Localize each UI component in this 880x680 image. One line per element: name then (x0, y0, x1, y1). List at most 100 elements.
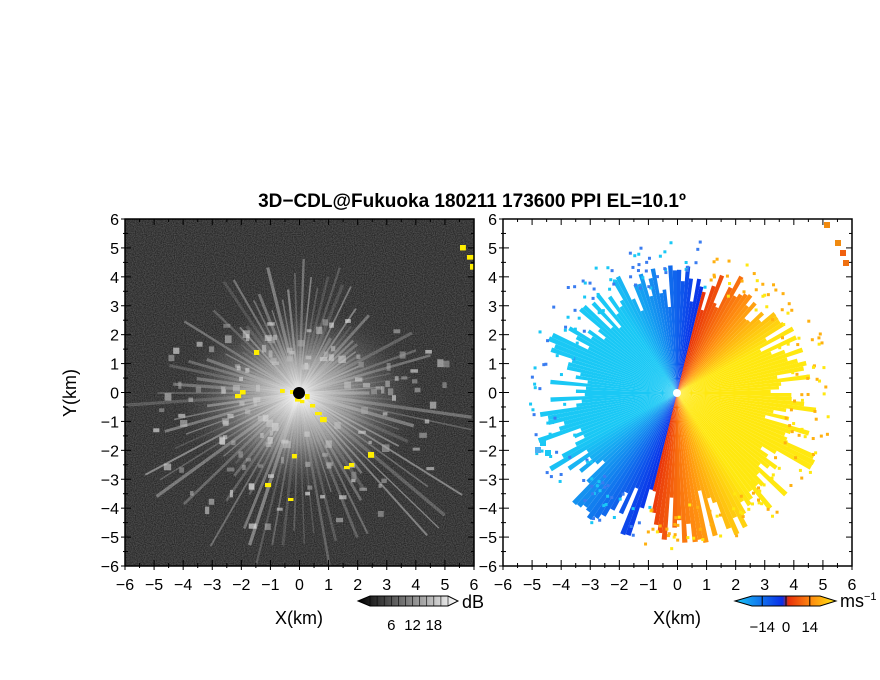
velocity-speckle (696, 247, 700, 251)
velocity-speckle (601, 481, 605, 485)
velocity-wedge (677, 393, 763, 450)
velocity-speckle (582, 329, 586, 333)
velocity-speckle (757, 501, 761, 505)
velocity-wedge (677, 393, 753, 493)
velocity-speckle (586, 460, 590, 464)
velocity-wedge (587, 329, 677, 393)
velocity-colorbar: ms−1 −14 0 14 (733, 591, 877, 636)
velocity-speckle-pixels (529, 222, 849, 551)
velocity-speckle (814, 451, 818, 455)
velocity-speckle (637, 252, 641, 256)
velocity-speckle (602, 504, 606, 508)
velocity-speckle (638, 286, 642, 290)
velocity-wedge (677, 278, 694, 393)
velocity-wedge (653, 393, 677, 526)
velocity-wedge (584, 393, 677, 397)
velocity-wedge (677, 393, 788, 442)
velocity-speckle (549, 454, 553, 458)
velocity-wedge (571, 359, 677, 393)
velocity-speckle (818, 379, 822, 383)
velocity-wedge (677, 393, 760, 476)
velocity-speckle (753, 483, 757, 487)
velocity-speckle (544, 362, 548, 366)
velocity-speckle (787, 444, 791, 448)
velocity-speckle (631, 533, 635, 537)
reflectivity-blotch (359, 487, 367, 491)
velocity-wedge (677, 366, 805, 393)
y-tick-label: 0 (488, 386, 497, 403)
velocity-speckle (797, 433, 801, 437)
velocity-speckle (604, 503, 608, 507)
reflectivity-high-echo-pixel (290, 390, 296, 394)
velocity-speckle (533, 386, 537, 390)
velocity-y-tick-labels: 6 5 4 3 2 1 0 −1 −2 −3 −4 −5 −6 (479, 212, 497, 576)
x-tick-label: −5 (523, 577, 541, 594)
velocity-speckle (815, 377, 819, 381)
velocity-tick-marks (499, 218, 853, 570)
velocity-speckle (780, 336, 784, 340)
velocity-speckle (540, 449, 544, 453)
velocity-speckle (651, 527, 655, 531)
velocity-wedge (677, 393, 732, 530)
velocity-speckle (577, 316, 581, 320)
reflectivity-blotch (378, 483, 382, 488)
reflectivity-high-echo-pixel (315, 412, 322, 416)
velocity-speckle (818, 332, 822, 336)
x-tick-label: −4 (552, 577, 570, 594)
reflectivity-blotch (178, 381, 182, 389)
velocity-speckle (598, 489, 602, 493)
velocity-speckle (732, 507, 736, 511)
velocity-speckle (590, 477, 594, 481)
velocity-speckle (568, 455, 572, 459)
reflectivity-blotch (248, 523, 257, 529)
velocity-wedge (625, 393, 677, 537)
velocity-speckle (663, 267, 667, 271)
velocity-wedge (672, 270, 677, 393)
velocity-speckle (826, 415, 830, 419)
velocity-speckle (606, 484, 610, 488)
velocity-wedge (573, 393, 677, 439)
velocity-speckle (673, 523, 677, 527)
reflectivity-blotch (173, 347, 180, 354)
velocity-wedge (547, 393, 677, 421)
velocity-speckle (665, 527, 669, 531)
velocity-wedge (668, 265, 677, 393)
x-tick-label: 5 (440, 577, 449, 594)
velocity-speckle (647, 256, 651, 260)
velocity-speckle (709, 523, 713, 527)
x-tick-label: −3 (203, 577, 221, 594)
velocity-wedge (677, 360, 807, 393)
y-tick-label: 4 (110, 270, 119, 287)
velocity-wedge (567, 361, 677, 393)
y-tick-label: −5 (479, 530, 497, 547)
velocity-speckle (754, 288, 758, 292)
velocity-speckle (766, 293, 770, 297)
velocity-speckle (800, 393, 804, 397)
velocity-speckle (822, 366, 826, 370)
velocity-speckle (637, 263, 641, 267)
velocity-wedge (677, 285, 716, 393)
velocity-wedge (677, 281, 685, 393)
velocity-speckle (606, 266, 610, 270)
velocity-wedge (639, 393, 677, 509)
reflectivity-high-echo-pixels (235, 245, 474, 502)
velocity-wedge (677, 393, 786, 437)
velocity-speckle (676, 538, 680, 542)
velocity-speckle (761, 294, 765, 298)
velocity-wedge (610, 393, 677, 511)
velocity-wedge (677, 301, 757, 393)
velocity-wedge (638, 273, 677, 393)
velocity-x-axis-label: X(km) (653, 608, 701, 628)
velocity-wedge (587, 380, 677, 393)
velocity-wedge (598, 328, 677, 393)
velocity-speckle (595, 484, 599, 488)
velocity-wedge (677, 293, 743, 393)
velocity-wedge (677, 393, 718, 537)
reflectivity-colorbar-bar (356, 595, 460, 607)
velocity-speckle (793, 399, 797, 403)
velocity-wedge (677, 326, 795, 393)
velocity-speckle (798, 468, 802, 472)
reflectivity-blotch (276, 507, 283, 511)
velocity-speckle (655, 275, 659, 279)
velocity-wedge (677, 349, 786, 393)
